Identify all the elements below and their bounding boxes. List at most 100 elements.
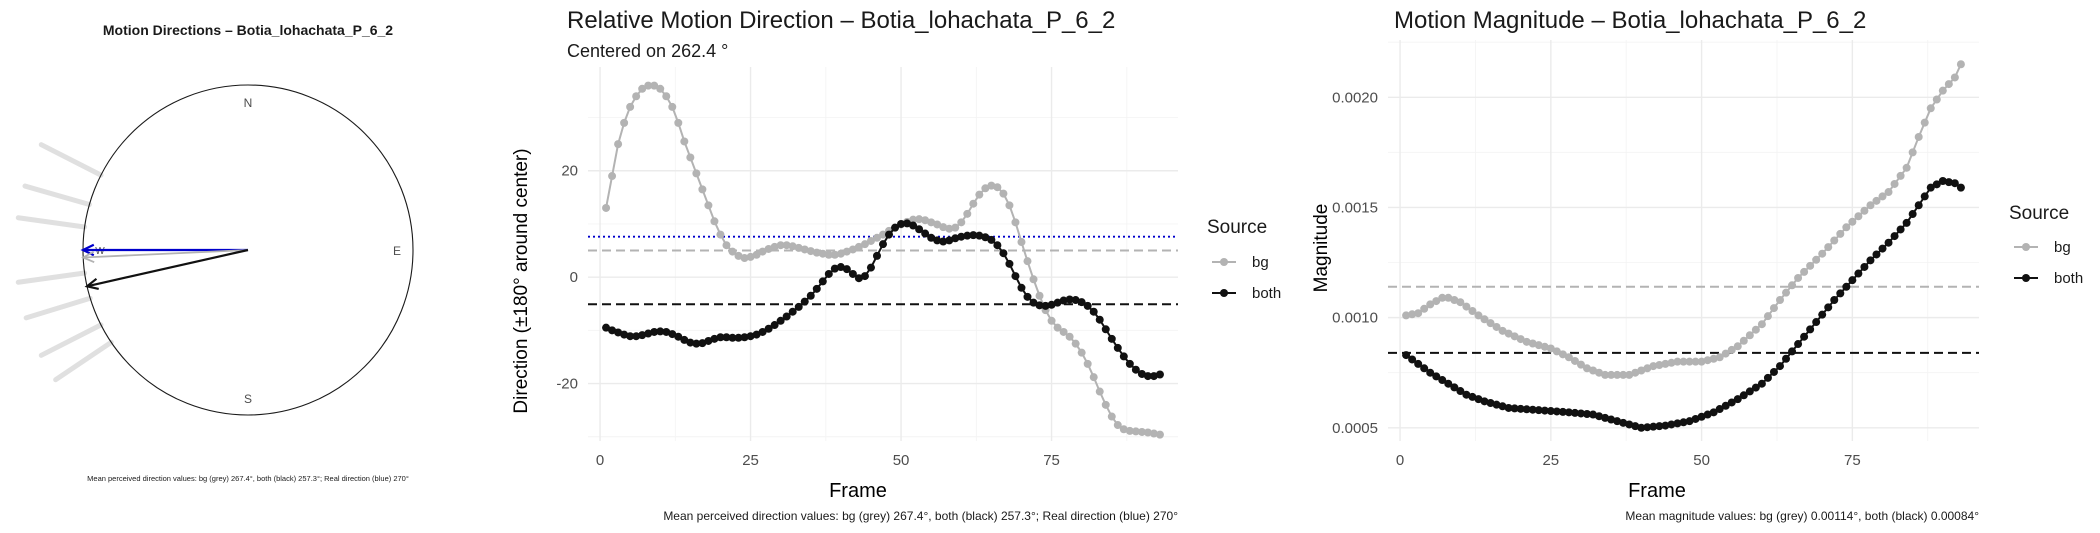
data-point-both [824, 269, 833, 278]
data-point-both [975, 231, 984, 240]
data-point-both [1486, 398, 1495, 407]
data-point-bg [632, 92, 641, 101]
data-point-both [1812, 318, 1821, 327]
data-point-both [1848, 276, 1857, 285]
data-point-both [1806, 325, 1815, 334]
data-point-bg [1800, 267, 1809, 276]
data-point-bg [668, 102, 677, 111]
data-point-both [1589, 410, 1598, 419]
series-line-both [1405, 179, 1962, 429]
data-point-both [933, 236, 942, 245]
data-point-both [1011, 272, 1020, 281]
compass-label-w: W [95, 246, 105, 257]
data-point-bg [1607, 370, 1616, 379]
data-point-bg [981, 184, 990, 193]
data-point-bg [975, 190, 984, 199]
data-point-both [1155, 370, 1164, 379]
data-point-bg [1884, 188, 1893, 197]
data-point-both [1113, 343, 1122, 352]
data-point-both [872, 251, 881, 260]
data-point-both [1601, 413, 1610, 422]
data-point-both [620, 330, 629, 339]
y-tick-label: 0 [570, 269, 578, 286]
data-point-both [1914, 201, 1923, 210]
data-point-both [1745, 387, 1754, 396]
data-point-bg [1029, 275, 1038, 284]
data-point-bg [1763, 312, 1772, 321]
data-point-bg [1661, 359, 1670, 368]
data-point-both [1788, 347, 1797, 356]
data-point-bg [1739, 336, 1748, 345]
data-point-bg [1595, 368, 1604, 377]
data-point-both [1649, 422, 1658, 431]
data-point-bg [734, 251, 743, 260]
data-point-both [860, 272, 869, 281]
data-point-both [1691, 414, 1700, 423]
compass-panel: Motion Directions – Botia_lohachata_P_6_… [15, 22, 414, 483]
data-point-bg [951, 223, 960, 232]
direction-arrow-both [86, 248, 249, 288]
data-point-both [1836, 289, 1845, 298]
data-point-both [800, 297, 809, 306]
data-point-bg [1697, 357, 1706, 366]
data-point-bg [758, 247, 767, 256]
data-point-both [927, 233, 936, 242]
data-point-bg [969, 199, 978, 208]
data-point-both [1516, 404, 1525, 413]
data-point-both [1709, 408, 1718, 417]
data-point-bg [1709, 354, 1718, 363]
magnitude-caption: Mean magnitude values: bg (grey) 0.00114… [1625, 509, 1979, 523]
data-point-both [740, 333, 749, 342]
x-tick-label: 25 [742, 452, 759, 469]
data-point-both [1474, 395, 1483, 404]
data-point-both [1077, 298, 1086, 307]
data-point-bg [1824, 243, 1833, 252]
data-point-both [1794, 340, 1803, 349]
data-point-bg [1426, 300, 1435, 309]
data-point-bg [1631, 368, 1640, 377]
data-point-both [1782, 354, 1791, 363]
data-point-both [1800, 332, 1809, 341]
data-point-bg [680, 137, 689, 146]
data-point-bg [1462, 302, 1471, 311]
data-point-both [776, 316, 785, 325]
data-point-bg [1534, 341, 1543, 350]
data-point-both [1619, 418, 1628, 427]
data-point-both [1824, 303, 1833, 312]
data-point-bg [939, 223, 948, 232]
data-point-both [1739, 391, 1748, 400]
data-point-bg [1498, 326, 1507, 335]
data-point-both [782, 312, 791, 321]
data-point-bg [752, 250, 761, 259]
data-point-bg [1926, 104, 1935, 113]
rose-ray [22, 183, 92, 208]
data-point-both [1860, 262, 1869, 271]
data-point-bg [692, 169, 701, 178]
data-point-both [963, 231, 972, 240]
data-point-both [656, 327, 665, 336]
data-point-bg [1552, 347, 1561, 356]
data-point-both [794, 302, 803, 311]
data-point-both [1733, 395, 1742, 404]
compass-label-e: E [393, 244, 401, 258]
data-point-bg [788, 242, 797, 251]
data-point-both [1576, 409, 1585, 418]
data-point-both [1938, 177, 1947, 186]
data-point-both [891, 223, 900, 232]
data-point-both [903, 219, 912, 228]
direction-tick-labels: 0 25 50 75 -20 0 20 [556, 163, 1060, 469]
data-point-both [1607, 415, 1616, 424]
data-point-both [608, 326, 617, 335]
magnitude-y-axis-label: Magnitude [1311, 204, 1332, 293]
magnitude-legend-title: Source [2009, 203, 2069, 224]
data-point-bg [999, 189, 1008, 198]
data-point-both [1534, 406, 1543, 415]
data-point-both [1149, 372, 1158, 381]
data-point-bg [1570, 356, 1579, 365]
data-point-both [1944, 178, 1953, 187]
data-point-bg [1486, 319, 1495, 328]
data-point-bg [1601, 370, 1610, 379]
compass-caption: Mean perceived direction values: bg (gre… [87, 474, 409, 483]
data-point-both [1462, 390, 1471, 399]
data-point-both [836, 263, 845, 272]
